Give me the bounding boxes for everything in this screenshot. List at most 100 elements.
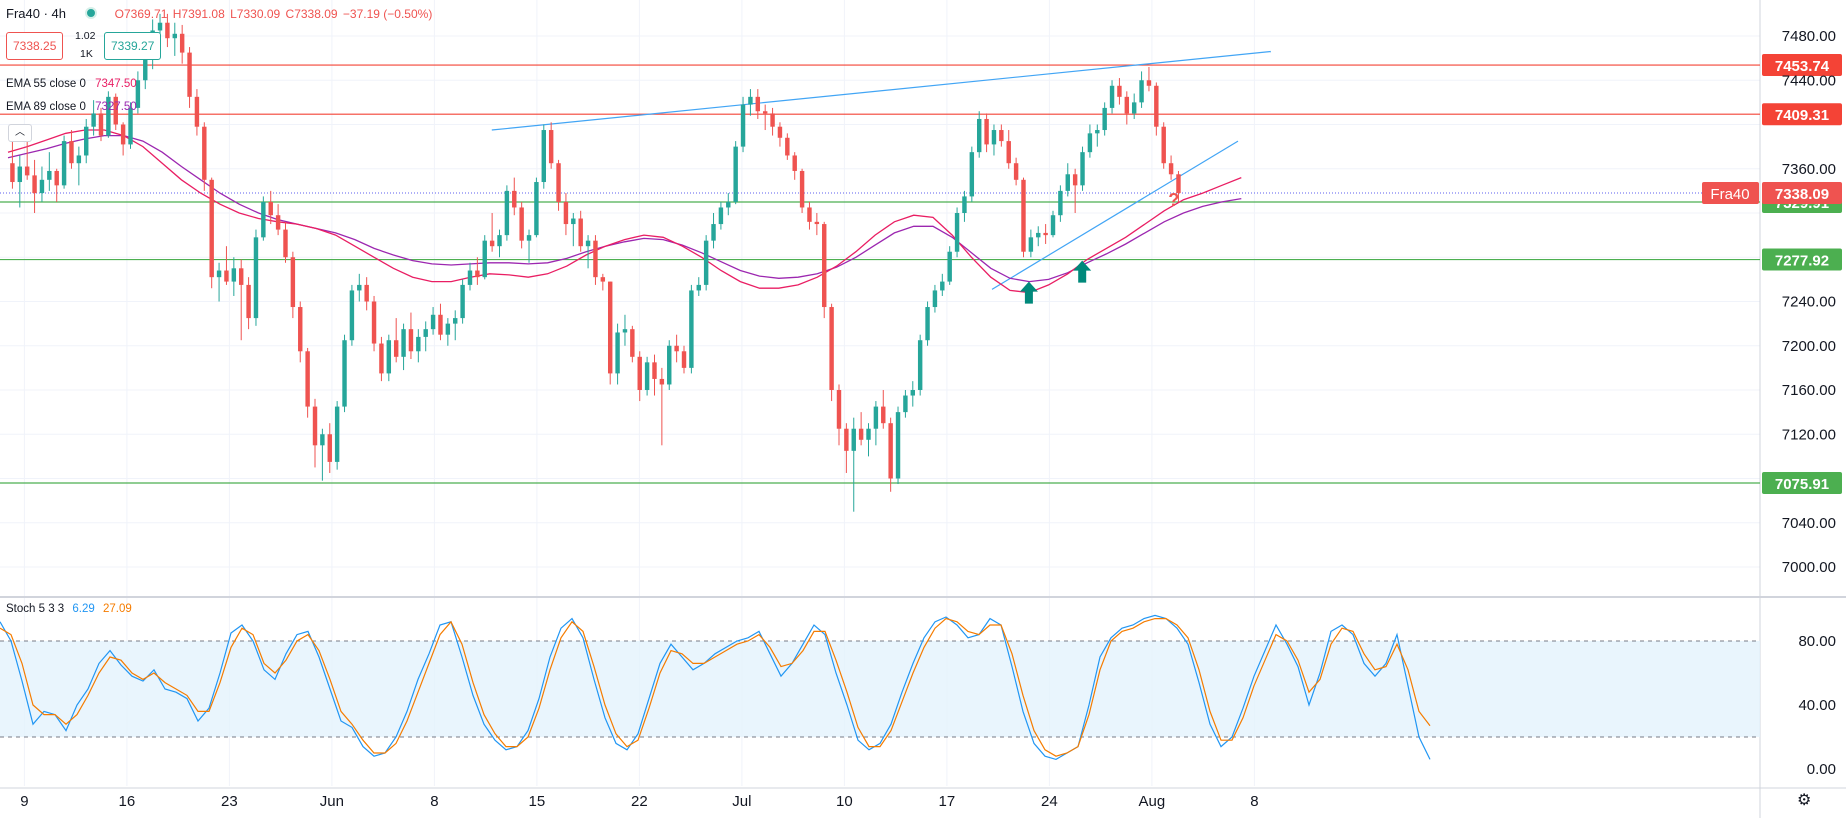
stoch-d-value: 27.09 xyxy=(102,603,132,615)
candle-body xyxy=(393,340,399,357)
candle-body xyxy=(962,196,967,213)
low-value: L7330.09 xyxy=(230,7,281,21)
candle-body xyxy=(807,207,812,222)
candle-body xyxy=(98,113,104,136)
stoch-tick-label: 0.00 xyxy=(1807,761,1836,778)
candle-body xyxy=(1109,85,1115,108)
symbol-interval[interactable]: Fra40 · 4h xyxy=(6,6,66,21)
candle-body xyxy=(814,221,820,225)
candle-body xyxy=(460,284,465,319)
spread-value: 1.02 xyxy=(75,30,96,42)
candle-body xyxy=(482,240,487,278)
sell-button[interactable]: 7338.25 xyxy=(6,32,64,60)
arrow-up-icon xyxy=(1073,260,1092,283)
time-tick-label: 23 xyxy=(221,793,238,810)
candle-body xyxy=(1021,179,1026,252)
time-axis: 9 16 23 Jun 8 15 22 Jul 10 17 24 Aug 8 xyxy=(20,793,1258,810)
collapse-legend-button[interactable]: ︿ xyxy=(8,124,32,142)
time-tick-label: 16 xyxy=(119,793,136,810)
candle-body xyxy=(726,201,731,208)
stoch-k-line xyxy=(0,614,1431,761)
candle-body xyxy=(674,345,679,352)
candle-body xyxy=(1087,133,1093,153)
stoch-legend[interactable]: Stoch 5 3 3 6.29 27.09 xyxy=(6,603,132,615)
candle-body xyxy=(637,356,642,390)
high-value: H7391.08 xyxy=(172,7,225,21)
candle-body xyxy=(224,270,229,282)
last-price-tag xyxy=(1762,181,1842,204)
ema55-label: EMA 55 close 0 xyxy=(6,78,86,90)
candle-body xyxy=(453,318,458,324)
candle-body xyxy=(357,284,362,291)
price-tick-label: 7040.00 xyxy=(1782,515,1836,532)
buy-button[interactable]: 7339.27 xyxy=(104,32,162,60)
candle-body xyxy=(61,141,67,186)
candle-body xyxy=(475,270,480,278)
candle-body xyxy=(792,155,797,171)
candle-body xyxy=(24,166,30,176)
candle-body xyxy=(696,284,701,291)
ema89-legend[interactable]: EMA 89 close 0 7327.50 xyxy=(6,101,137,113)
price-tick-label: 7240.00 xyxy=(1782,294,1836,311)
candle-body xyxy=(607,281,613,374)
price-axis: 7480.00 7440.00 7360.00 7240.00 7200.00 7160.… xyxy=(1782,28,1836,778)
symbol-tag-label: Fra40 xyxy=(1710,186,1749,203)
candle-body xyxy=(593,240,598,278)
stoch-label: Stoch 5 3 3 xyxy=(6,603,65,615)
candle-body xyxy=(1161,126,1166,164)
candle-body xyxy=(689,290,694,368)
candle-body xyxy=(416,336,421,352)
candle-body xyxy=(534,182,539,236)
chevron-up-icon: ︿ xyxy=(15,127,25,138)
candle-body xyxy=(822,224,827,308)
level-tag xyxy=(1762,54,1842,77)
ema55-legend[interactable]: EMA 55 close 0 7347.50 xyxy=(6,78,137,90)
candle-body xyxy=(128,107,133,145)
candle-body xyxy=(364,284,369,302)
candle-body xyxy=(917,340,923,390)
stoch-band xyxy=(0,640,1760,738)
candle-body xyxy=(895,412,901,479)
candle-body xyxy=(238,268,244,285)
candle-body xyxy=(113,96,118,125)
candle-body xyxy=(1139,80,1144,103)
candle-body xyxy=(143,55,148,81)
candle-body xyxy=(526,235,532,241)
candle-body xyxy=(54,170,59,186)
stoch-k-value: 6.29 xyxy=(72,603,95,615)
candle-body xyxy=(246,284,251,319)
candle-body xyxy=(984,118,989,145)
candle-body xyxy=(69,141,74,164)
candle-body xyxy=(770,113,775,127)
candle-body xyxy=(438,314,443,335)
candle-body xyxy=(327,434,332,462)
candle-body xyxy=(179,33,185,53)
gear-icon[interactable]: ⚙ xyxy=(1797,792,1812,809)
level-tag xyxy=(1762,248,1842,271)
last-price-label: 7338.09 xyxy=(1775,186,1829,203)
candle-body xyxy=(47,170,52,180)
candle-body xyxy=(1102,107,1107,131)
candle-body xyxy=(954,213,960,252)
candle-body xyxy=(32,175,37,194)
candle-body xyxy=(777,126,783,138)
candle-body xyxy=(268,201,273,216)
candle-body xyxy=(512,190,517,208)
level-label: 7453.74 xyxy=(1775,58,1830,75)
candle-body xyxy=(312,406,318,446)
candle-body xyxy=(976,118,982,153)
candle-body xyxy=(157,22,163,31)
ema55-line xyxy=(7,129,1242,294)
live-dot-icon xyxy=(85,7,98,19)
candle-body xyxy=(1028,237,1034,252)
candle-body xyxy=(903,395,908,413)
candle-body xyxy=(84,126,89,156)
level-label: 7075.91 xyxy=(1775,476,1829,493)
candle-body xyxy=(910,390,916,396)
close-value: C7338.09 xyxy=(285,7,338,21)
candle-body xyxy=(39,179,45,194)
candle-body xyxy=(106,96,111,136)
candle-body xyxy=(622,329,628,333)
candle-body xyxy=(733,146,738,202)
